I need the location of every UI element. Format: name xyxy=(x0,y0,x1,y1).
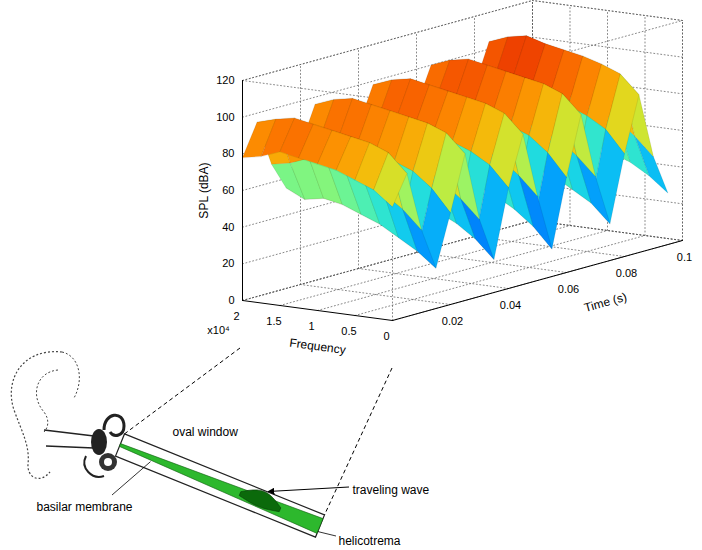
svg-text:80: 80 xyxy=(222,147,234,159)
svg-text:0.1: 0.1 xyxy=(677,251,692,263)
svg-text:helicotrema: helicotrema xyxy=(339,534,401,548)
svg-text:SPL (dBA): SPL (dBA) xyxy=(197,162,211,218)
svg-text:x10⁴: x10⁴ xyxy=(207,324,230,336)
svg-text:basilar membrane: basilar membrane xyxy=(37,500,133,514)
svg-text:0.04: 0.04 xyxy=(500,299,521,311)
svg-text:oval window: oval window xyxy=(173,425,239,439)
svg-text:0: 0 xyxy=(383,330,389,342)
svg-text:100: 100 xyxy=(216,111,234,123)
svg-text:traveling wave: traveling wave xyxy=(353,483,430,497)
svg-text:60: 60 xyxy=(222,184,234,196)
svg-text:Frequency: Frequency xyxy=(288,336,346,357)
svg-text:0.5: 0.5 xyxy=(341,325,356,337)
svg-text:120: 120 xyxy=(216,74,234,86)
svg-text:40: 40 xyxy=(222,221,234,233)
svg-text:0: 0 xyxy=(228,294,234,306)
svg-text:0.06: 0.06 xyxy=(558,283,579,295)
svg-text:1: 1 xyxy=(308,320,314,332)
svg-text:20: 20 xyxy=(222,257,234,269)
svg-text:0.08: 0.08 xyxy=(616,267,637,279)
svg-text:1.5: 1.5 xyxy=(266,315,281,327)
svg-text:2: 2 xyxy=(233,310,239,322)
svg-text:0.02: 0.02 xyxy=(442,315,463,327)
svg-text:Time (s): Time (s) xyxy=(583,290,629,315)
